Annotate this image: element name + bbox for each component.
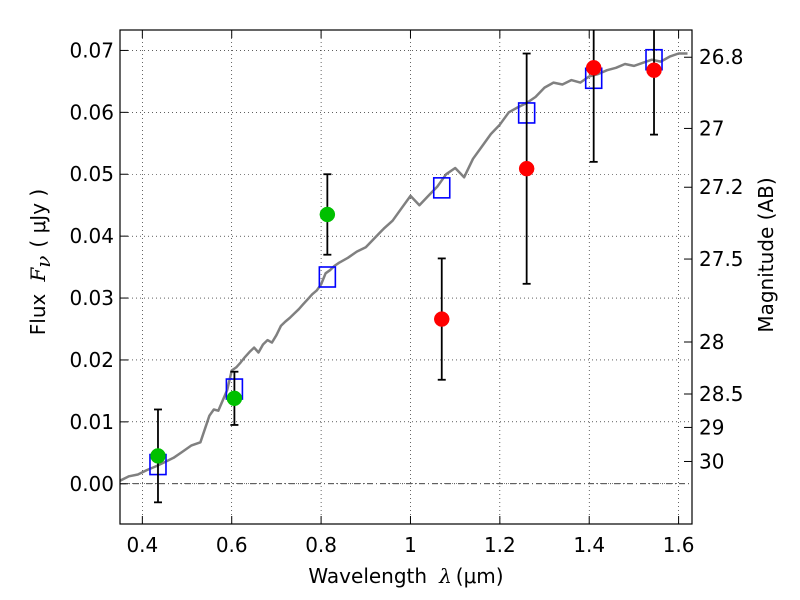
plot-area bbox=[120, 30, 692, 504]
axis-ticks bbox=[120, 30, 692, 524]
x-axis-label: Wavelength λ (μm) bbox=[308, 564, 503, 588]
y-tick-label: 0.00 bbox=[69, 472, 114, 496]
x-tick-label: 1.6 bbox=[663, 533, 695, 557]
observed-flux-point bbox=[585, 60, 602, 76]
y2-tick-label: 28 bbox=[699, 330, 724, 354]
model-photometry-square bbox=[318, 266, 337, 288]
y2-tick-label: 27.2 bbox=[699, 175, 744, 199]
y2-tick-label: 27 bbox=[699, 116, 724, 140]
y-axis-symbol: F bbox=[26, 267, 50, 283]
y-tick-label: 0.02 bbox=[69, 348, 114, 372]
model-sed-curve bbox=[120, 52, 688, 482]
y-axis-subscript: ν bbox=[31, 256, 55, 268]
observed-flux-point bbox=[150, 448, 166, 464]
y-tick-label: 0.07 bbox=[69, 38, 114, 62]
y-tick-label: 0.04 bbox=[69, 224, 114, 248]
y2-tick-label: 26.8 bbox=[699, 45, 744, 69]
y2-axis-label: Magnitude (AB) bbox=[754, 177, 778, 332]
x-axis-unit: (μm) bbox=[456, 564, 504, 588]
x-tick-label: 0.4 bbox=[126, 533, 158, 557]
observed-flux-point bbox=[319, 206, 336, 223]
y2-tick-label: 28.5 bbox=[699, 382, 744, 406]
x-tick-label: 0.8 bbox=[305, 533, 337, 557]
x-tick-labels: 0.4 0.6 0.8 1 1.2 1.4 1.6 bbox=[126, 533, 694, 557]
y2-tick-label: 27.5 bbox=[699, 247, 744, 271]
y-axis-unit: ( μJy ) bbox=[26, 189, 50, 248]
y-tick-label: 0.01 bbox=[69, 410, 114, 434]
observed-flux-point bbox=[518, 160, 535, 177]
grid bbox=[120, 30, 692, 524]
observed-flux-point bbox=[434, 311, 450, 327]
x-tick-label: 1 bbox=[404, 533, 417, 557]
y-tick-label: 0.05 bbox=[69, 162, 114, 186]
y-tick-labels: 0.00 0.01 0.02 0.03 0.04 0.05 0.06 0.07 bbox=[69, 38, 114, 495]
y2-tick-labels: 26.8 27 27.2 27.5 28 28.5 29 30 bbox=[699, 45, 744, 473]
y-tick-label: 0.06 bbox=[69, 100, 114, 124]
model-sed-layer bbox=[120, 52, 688, 482]
x-tick-label: 1.4 bbox=[573, 533, 605, 557]
x-tick-label: 1.2 bbox=[484, 533, 516, 557]
plot-frame bbox=[119, 29, 693, 525]
observed-flux-point bbox=[646, 62, 662, 78]
observed-flux-layer bbox=[150, 60, 662, 464]
observed-flux-point bbox=[226, 390, 243, 407]
x-axis-symbol: λ bbox=[438, 564, 452, 588]
y-tick-label: 0.03 bbox=[69, 286, 114, 310]
y2-tick-label: 29 bbox=[699, 415, 724, 439]
y2-tick-label: 30 bbox=[699, 449, 724, 473]
y-axis-label: FluxFν( μJy ) bbox=[26, 189, 55, 335]
x-tick-label: 0.6 bbox=[216, 533, 248, 557]
model-photometry-square bbox=[432, 177, 451, 199]
